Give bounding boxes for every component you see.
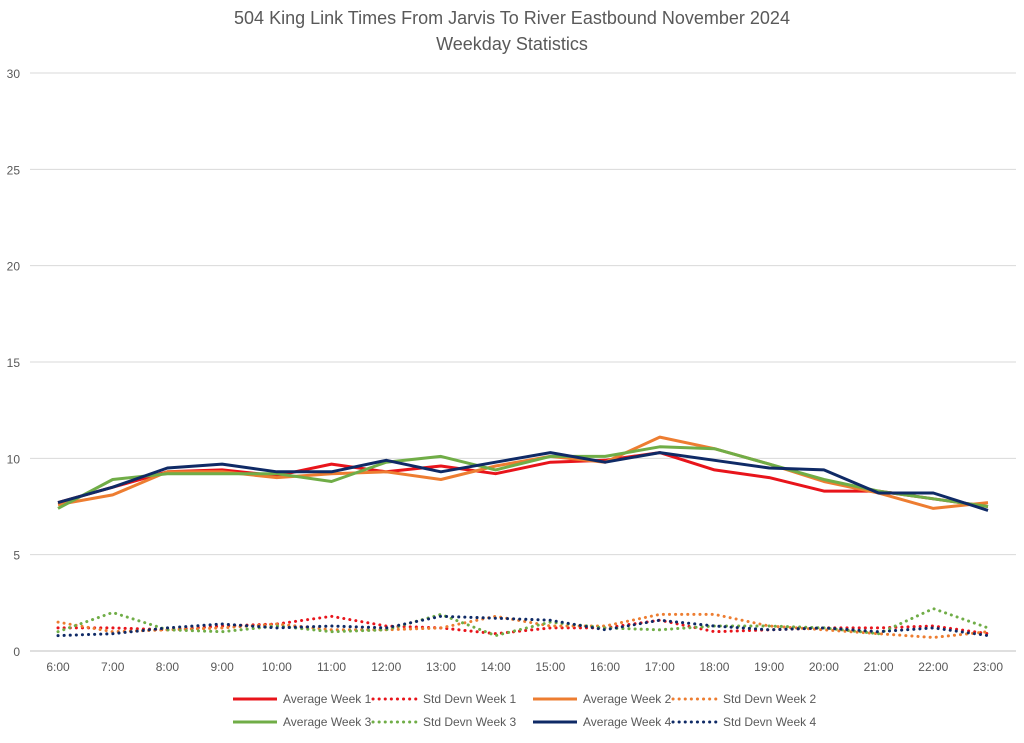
series-line <box>57 451 989 508</box>
legend-label: Std Devn Week 3 <box>423 715 516 729</box>
x-tick-label: 15:00 <box>535 660 565 674</box>
y-tick-label: 15 <box>7 356 21 370</box>
x-tick-label: 10:00 <box>262 660 292 674</box>
x-tick-label: 20:00 <box>809 660 839 674</box>
y-tick-label: 25 <box>7 163 21 177</box>
series-line <box>57 451 989 512</box>
legend-item: Average Week 4 <box>533 715 672 729</box>
legend-label: Average Week 4 <box>583 715 672 729</box>
x-tick-label: 12:00 <box>371 660 401 674</box>
x-tick-label: 16:00 <box>590 660 620 674</box>
legend-item: Std Devn Week 3 <box>371 715 516 729</box>
legend-label: Average Week 1 <box>283 692 372 706</box>
legend-item: Average Week 2 <box>533 692 672 706</box>
legend-label: Std Devn Week 2 <box>723 692 816 706</box>
x-tick-label: 8:00 <box>156 660 180 674</box>
legend-item: Std Devn Week 1 <box>371 692 516 706</box>
x-tick-label: 13:00 <box>426 660 456 674</box>
x-tick-label: 19:00 <box>754 660 784 674</box>
legend-item: Std Devn Week 2 <box>671 692 816 706</box>
chart-title: 504 King Link Times From Jarvis To River… <box>234 8 790 28</box>
series-line <box>56 614 990 638</box>
y-tick-label: 5 <box>13 549 20 563</box>
x-tick-label: 22:00 <box>918 660 948 674</box>
series-line <box>56 612 990 639</box>
legend-label: Average Week 3 <box>283 715 372 729</box>
legend-item: Average Week 3 <box>233 715 372 729</box>
y-tick-label: 0 <box>13 645 20 659</box>
x-tick-label: 9:00 <box>210 660 234 674</box>
x-tick-label: 18:00 <box>699 660 729 674</box>
x-tick-label: 23:00 <box>973 660 1003 674</box>
series-line <box>56 607 990 638</box>
x-tick-label: 17:00 <box>645 660 675 674</box>
x-tick-label: 21:00 <box>864 660 894 674</box>
series-line <box>57 435 989 510</box>
x-tick-label: 11:00 <box>317 660 346 674</box>
legend-item: Average Week 1 <box>233 692 372 706</box>
y-tick-label: 20 <box>7 260 21 274</box>
legend-item: Std Devn Week 4 <box>671 715 816 729</box>
y-tick-label: 30 <box>7 67 21 81</box>
legend-label: Std Devn Week 1 <box>423 692 516 706</box>
x-tick-label: 7:00 <box>101 660 125 674</box>
legend-label: Std Devn Week 4 <box>723 715 816 729</box>
series-line <box>57 445 989 510</box>
x-tick-label: 14:00 <box>481 660 511 674</box>
legend-label: Average Week 2 <box>583 692 672 706</box>
chart-subtitle: Weekday Statistics <box>436 34 588 54</box>
x-tick-label: 6:00 <box>46 660 70 674</box>
y-tick-label: 10 <box>7 452 21 466</box>
